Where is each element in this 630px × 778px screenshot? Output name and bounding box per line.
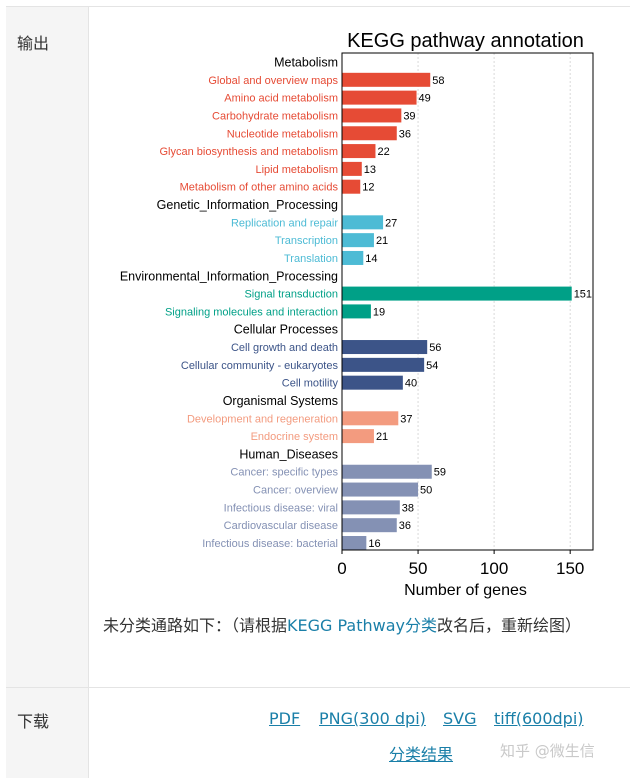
value-label: 58 [432, 75, 444, 87]
x-tick-label: 100 [480, 559, 508, 578]
bar [342, 108, 402, 123]
kegg-pathway-link[interactable]: KEGG Pathway分类 [287, 616, 438, 635]
category-label: Global and overview maps [208, 75, 338, 87]
bar [342, 90, 417, 105]
category-label: Infectious disease: viral [224, 502, 338, 514]
category-label: Cell growth and death [231, 342, 338, 354]
download-label: 下载 [17, 712, 50, 731]
category-label: Transcription [275, 235, 338, 247]
category-label: Cell motility [282, 378, 339, 390]
category-label: Signal transduction [244, 289, 338, 301]
group-header: Metabolism [274, 56, 338, 70]
group-header: Cellular Processes [234, 323, 338, 337]
download-svg-link[interactable]: SVG [443, 709, 477, 728]
kegg-bar-chart: KEGG pathway annotation Metabolism Global … [120, 30, 594, 599]
group-header: Organismal Systems [223, 394, 338, 408]
bar [342, 233, 374, 248]
category-label: Cellular community - eukaryotes [181, 360, 339, 372]
category-label: Infectious disease: bacterial [202, 538, 338, 550]
bar [342, 518, 397, 533]
category-label: Replication and repair [231, 217, 338, 229]
value-label: 19 [373, 306, 385, 318]
bar [342, 500, 400, 515]
chart-title: KEGG pathway annotation [347, 30, 584, 52]
bar [342, 179, 361, 194]
note-prefix: 未分类通路如下：（请根据 [103, 616, 288, 635]
category-label: Lipid metabolism [255, 164, 338, 176]
bar [342, 536, 367, 550]
bar [342, 482, 419, 497]
x-tick-label: 150 [556, 559, 584, 578]
bar [342, 126, 397, 141]
download-png-link[interactable]: PNG(300 dpi) [319, 709, 426, 728]
value-label: 151 [574, 289, 592, 301]
download-pdf-link[interactable]: PDF [269, 709, 301, 728]
x-axis-label: Number of genes [404, 582, 527, 599]
group-header: Environmental_Information_Processing [120, 269, 338, 283]
value-label: 37 [400, 413, 412, 425]
output-label: 输出 [17, 34, 50, 53]
bar [342, 286, 572, 301]
value-label: 54 [426, 360, 438, 372]
category-label: Amino acid metabolism [224, 93, 338, 105]
category-label: Translation [284, 253, 338, 265]
value-label: 50 [420, 485, 432, 497]
row-divider [6, 687, 630, 688]
category-label: Cancer: specific types [230, 467, 338, 479]
plot-frame [341, 52, 594, 551]
category-label: Endocrine system [251, 431, 338, 443]
bar [342, 161, 362, 176]
value-label: 56 [429, 342, 441, 354]
value-label: 16 [368, 538, 380, 550]
bar [342, 411, 399, 426]
label-column [6, 7, 89, 778]
value-label: 21 [376, 431, 388, 443]
category-label: Cancer: overview [253, 485, 338, 497]
value-label: 59 [434, 467, 446, 479]
classification-results-link[interactable]: 分类结果 [389, 745, 454, 764]
bar [342, 250, 364, 265]
watermark: 知乎 @微生信 [500, 742, 595, 760]
bar [342, 375, 403, 390]
category-label: Signaling molecules and interaction [165, 306, 338, 318]
bar [342, 429, 374, 444]
category-label: Development and regeneration [187, 413, 338, 425]
unclassified-note: 未分类通路如下：（请根据KEGG Pathway分类改名后，重新绘图） [103, 612, 581, 636]
x-tick-label: 50 [409, 559, 428, 578]
category-label: Carbohydrate metabolism [212, 110, 338, 122]
value-label: 13 [364, 164, 376, 176]
bar [342, 340, 428, 355]
group-header: Human_Diseases [239, 447, 338, 461]
category-label: Nucleotide metabolism [227, 128, 338, 140]
bar [342, 144, 376, 159]
value-label: 14 [365, 253, 377, 265]
value-label: 12 [362, 182, 374, 194]
note-suffix: 改名后，重新绘图） [437, 616, 582, 635]
category-label: Metabolism of other amino acids [180, 182, 339, 194]
bar [342, 464, 432, 479]
value-label: 21 [376, 235, 388, 247]
bar [342, 215, 384, 230]
download-tiff-link[interactable]: tiff(600dpi) [494, 709, 584, 728]
value-label: 36 [399, 520, 411, 532]
category-label: Glycan biosynthesis and metabolism [159, 146, 338, 158]
value-label: 49 [419, 93, 431, 105]
bar [342, 357, 425, 372]
value-label: 27 [385, 217, 397, 229]
bar [342, 304, 371, 319]
category-label: Cardiovascular disease [224, 520, 338, 532]
x-tick-label: 0 [337, 559, 346, 578]
value-label: 38 [402, 502, 414, 514]
value-label: 39 [403, 110, 415, 122]
value-label: 40 [405, 378, 417, 390]
value-label: 22 [377, 146, 389, 158]
value-label: 36 [399, 128, 411, 140]
result-panel [6, 6, 630, 778]
group-header: Genetic_Information_Processing [157, 198, 338, 212]
bar [342, 72, 431, 87]
